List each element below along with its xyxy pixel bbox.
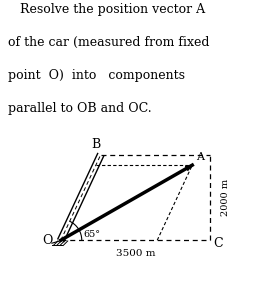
- Text: Resolve the position vector A: Resolve the position vector A: [8, 3, 206, 16]
- Text: 2000 m: 2000 m: [221, 179, 230, 216]
- Text: O: O: [42, 234, 53, 247]
- Text: A: A: [196, 152, 204, 162]
- Text: parallel to OB and OC.: parallel to OB and OC.: [8, 102, 152, 115]
- Text: 3500 m: 3500 m: [116, 249, 155, 258]
- Text: B: B: [92, 138, 101, 151]
- Text: 65°: 65°: [83, 230, 100, 239]
- Text: point  O)  into   components: point O) into components: [8, 69, 185, 82]
- Text: C: C: [213, 237, 223, 250]
- Text: of the car (measured from fixed: of the car (measured from fixed: [8, 36, 210, 49]
